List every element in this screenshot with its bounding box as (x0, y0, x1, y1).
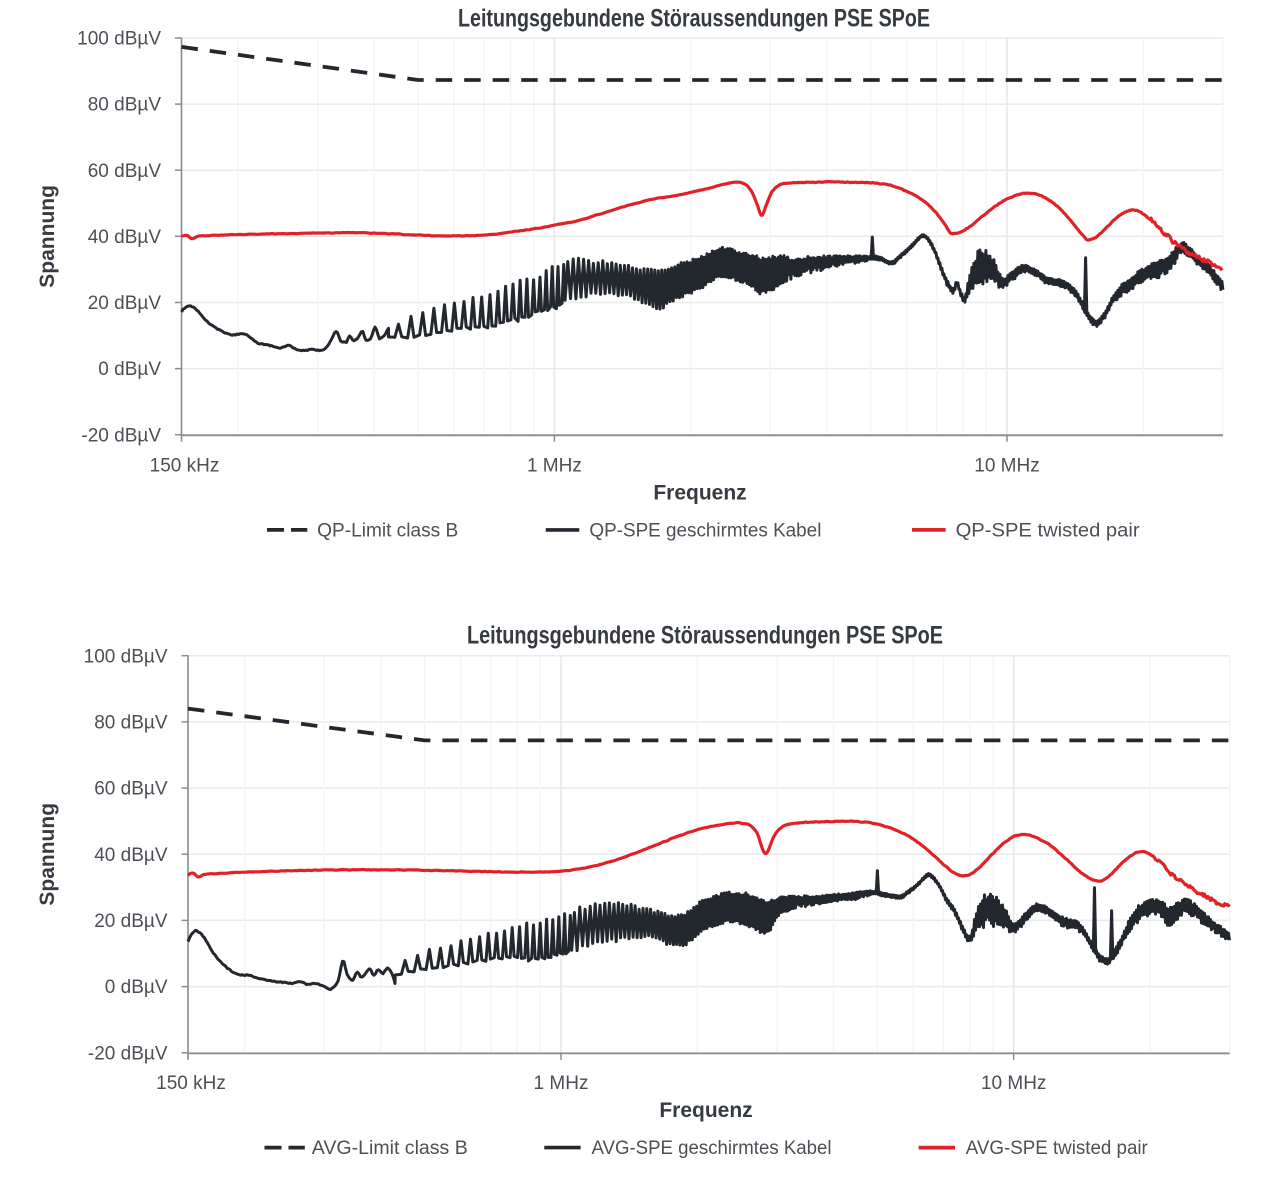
svg-text:10 MHz: 10 MHz (981, 1073, 1046, 1094)
svg-text:10 MHz: 10 MHz (974, 456, 1039, 477)
svg-text:QP-SPE geschirmtes Kabel: QP-SPE geschirmtes Kabel (589, 520, 821, 541)
svg-text:Spannung: Spannung (36, 185, 59, 288)
svg-text:0 dBµV: 0 dBµV (98, 359, 161, 380)
svg-text:40 dBµV: 40 dBµV (94, 845, 168, 866)
svg-text:60 dBµV: 60 dBµV (88, 161, 162, 182)
svg-text:40 dBµV: 40 dBµV (88, 227, 162, 248)
svg-text:80 dBµV: 80 dBµV (94, 713, 168, 734)
svg-text:150 kHz: 150 kHz (156, 1073, 226, 1094)
svg-text:150 kHz: 150 kHz (150, 456, 220, 477)
svg-text:AVG-SPE twisted pair: AVG-SPE twisted pair (966, 1138, 1149, 1159)
svg-text:1 MHz: 1 MHz (534, 1073, 589, 1094)
svg-text:AVG-Limit class B: AVG-Limit class B (312, 1138, 468, 1159)
svg-text:-20 dBµV: -20 dBµV (81, 425, 161, 446)
svg-text:20 dBµV: 20 dBµV (94, 911, 168, 932)
svg-text:QP-SPE twisted pair: QP-SPE twisted pair (956, 520, 1141, 541)
svg-text:80 dBµV: 80 dBµV (88, 95, 162, 116)
svg-text:0 dBµV: 0 dBµV (105, 977, 168, 998)
svg-text:Spannung: Spannung (36, 803, 59, 906)
svg-text:-20 dBµV: -20 dBµV (88, 1043, 168, 1064)
svg-text:100 dBµV: 100 dBµV (77, 29, 161, 50)
svg-text:60 dBµV: 60 dBµV (94, 779, 168, 800)
svg-text:100 dBµV: 100 dBµV (84, 646, 168, 667)
svg-text:1 MHz: 1 MHz (527, 456, 582, 477)
svg-text:Leitungsgebundene Störaussendu: Leitungsgebundene Störaussendungen PSE S… (467, 622, 943, 650)
svg-text:AVG-SPE geschirmtes Kabel: AVG-SPE geschirmtes Kabel (592, 1138, 832, 1159)
svg-text:QP-Limit class B: QP-Limit class B (317, 520, 458, 541)
svg-text:Leitungsgebundene Störaussendu: Leitungsgebundene Störaussendungen PSE S… (458, 5, 930, 33)
svg-text:Frequenz: Frequenz (659, 1099, 752, 1122)
svg-text:Frequenz: Frequenz (653, 482, 746, 505)
svg-text:20 dBµV: 20 dBµV (88, 293, 162, 314)
